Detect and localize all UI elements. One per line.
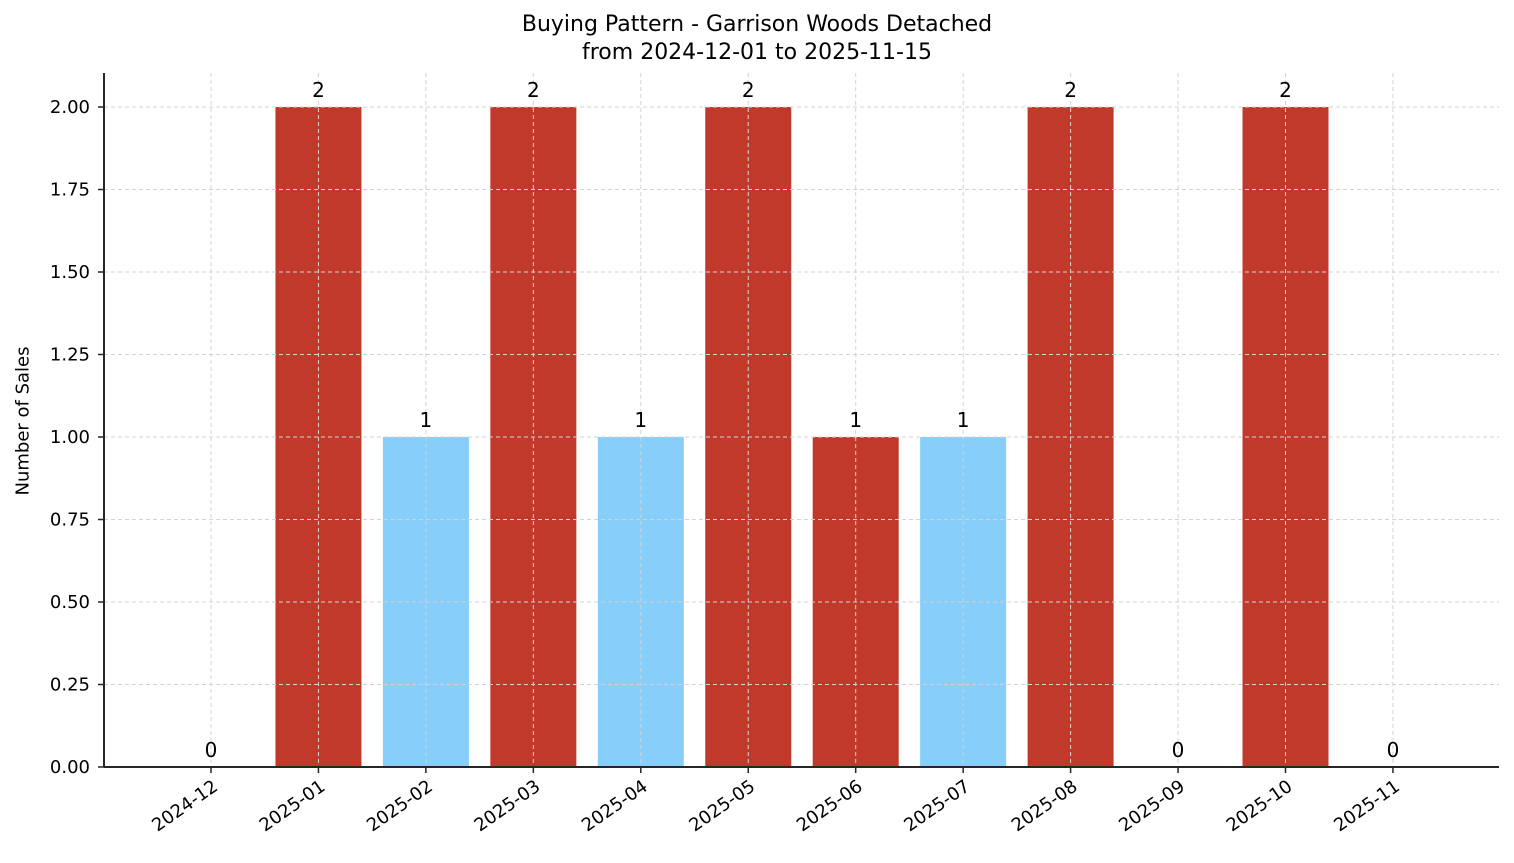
data-label: 0 (205, 738, 218, 762)
y-tick-label: 1.25 (50, 345, 90, 366)
y-tick-label: 0.50 (50, 592, 90, 613)
y-tick-label: 1.75 (50, 180, 90, 201)
x-tick-label: 2025-11 (1330, 776, 1404, 836)
data-label: 2 (527, 78, 540, 102)
y-tick-label: 1.00 (50, 427, 90, 448)
x-tick-label: 2025-02 (363, 776, 437, 836)
x-tick-label: 2025-01 (256, 776, 330, 836)
y-tick-label: 1.50 (50, 262, 90, 283)
y-tick-label: 0.25 (50, 675, 90, 696)
x-tick-label: 2025-08 (1008, 776, 1082, 836)
x-tick-label: 2025-06 (793, 776, 867, 836)
data-label: 1 (957, 408, 970, 432)
data-label: 2 (312, 78, 325, 102)
x-tick-label: 2024-12 (148, 776, 222, 836)
chart-title: Buying Pattern - Garrison Woods Detached (521, 12, 993, 37)
x-tick-label: 2025-04 (578, 776, 652, 836)
data-label: 2 (1064, 78, 1077, 102)
x-tick-label: 2025-07 (900, 776, 974, 836)
x-tick-label: 2025-09 (1115, 776, 1189, 836)
data-label: 0 (1172, 738, 1185, 762)
x-tick-label: 2025-10 (1223, 776, 1297, 836)
y-tick-label: 0.75 (50, 510, 90, 531)
data-label: 1 (849, 408, 862, 432)
x-tick-label: 2025-03 (471, 776, 545, 836)
value-labels: 0 2 1 2 1 2 1 1 2 0 2 0 (205, 78, 1400, 762)
data-label: 1 (634, 408, 647, 432)
y-tick-label: 2.00 (50, 97, 90, 118)
data-label: 2 (1279, 78, 1292, 102)
data-label: 2 (742, 78, 755, 102)
y-tick-label: 0.00 (50, 757, 90, 778)
data-label: 1 (420, 408, 433, 432)
chart-subtitle: from 2024-12-01 to 2025-11-15 (582, 40, 932, 65)
x-tick-label: 2025-05 (685, 776, 759, 836)
data-label: 0 (1387, 738, 1400, 762)
